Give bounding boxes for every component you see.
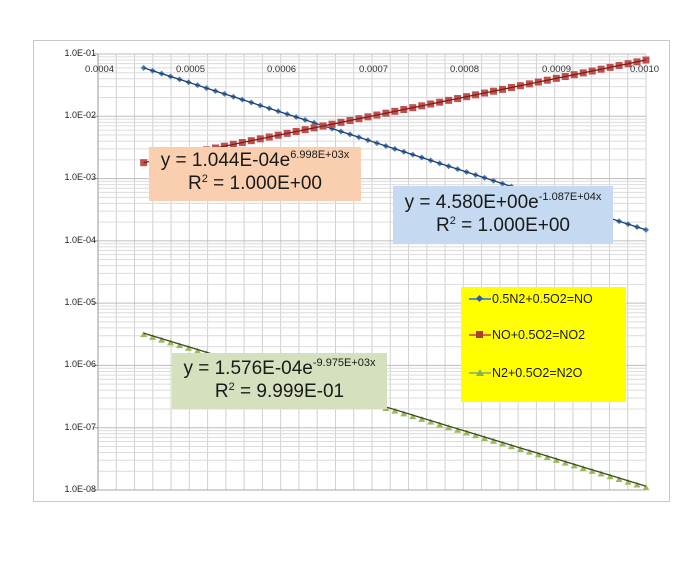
legend-label: N2+0.5O2=N2O bbox=[492, 366, 583, 380]
legend-label: 0.5N2+0.5O2=NO bbox=[492, 292, 593, 306]
x-tick-label: 0.0004 bbox=[85, 64, 115, 75]
legend-label: NO+0.5O2=NO2 bbox=[492, 328, 586, 342]
y-tick-label: 1.0E-04 bbox=[64, 235, 96, 245]
y-tick-label: 1.0E-01 bbox=[64, 48, 96, 58]
r2-label: R bbox=[188, 173, 202, 194]
r2-value: = 9.999E-01 bbox=[234, 381, 345, 402]
plot-area bbox=[93, 53, 650, 491]
x-tick-label: 0.0007 bbox=[359, 64, 389, 75]
diamond-marker-icon bbox=[469, 295, 491, 303]
r2-value: = 1.000E+00 bbox=[207, 173, 322, 194]
x-tick-label: 0.0008 bbox=[450, 64, 480, 75]
r2-superscript: 2 bbox=[228, 381, 235, 393]
chart-legend: 0.5N2+0.5O2=NO NO+0.5O2=NO2 N2+0.5O2=N2O bbox=[461, 287, 626, 402]
r2-superscript: 2 bbox=[449, 215, 456, 227]
legend-item-no2: NO+0.5O2=NO2 bbox=[469, 328, 585, 342]
r2-superscript: 2 bbox=[201, 173, 208, 185]
r2-label: R bbox=[214, 381, 229, 402]
equation-exponent: -1.087E+04x bbox=[538, 191, 602, 203]
y-tick-label: 1.0E-03 bbox=[64, 172, 96, 182]
x-tick-label: 0.0005 bbox=[176, 64, 206, 75]
y-tick-label: 1.0E-08 bbox=[64, 484, 96, 494]
y-tick-label: 1.0E-07 bbox=[64, 422, 96, 432]
y-tick-label: 1.0E-06 bbox=[64, 359, 96, 369]
trendline-equation-n2o: y = 1.576E-04e-9.975E+03x R2 = 9.999E-01 bbox=[172, 353, 387, 409]
x-tick-label: 0.0009 bbox=[542, 64, 572, 75]
legend-item-no: 0.5N2+0.5O2=NO bbox=[469, 292, 593, 306]
square-marker-icon bbox=[469, 331, 491, 339]
equation-text: y = 1.044E-04e bbox=[160, 150, 291, 171]
r2-label: R bbox=[436, 215, 450, 236]
equation-exponent: 6.998E+03x bbox=[290, 149, 350, 161]
r2-value: = 1.000E+00 bbox=[455, 215, 570, 236]
trendline-equation-no2: y = 1.044E-04e6.998E+03x R2 = 1.000E+00 bbox=[149, 147, 361, 201]
legend-item-n2o: N2+0.5O2=N2O bbox=[469, 366, 582, 380]
x-tick-label: 0.0010 bbox=[630, 64, 660, 75]
x-tick-label: 0.0006 bbox=[267, 64, 297, 75]
y-tick-label: 1.0E-02 bbox=[64, 110, 96, 120]
equation-text: y = 4.580E+00e bbox=[404, 192, 539, 213]
chart-area: 1.0E-01 1.0E-02 1.0E-03 1.0E-04 1.0E-05 … bbox=[33, 40, 670, 502]
trendline-equation-no: y = 4.580E+00e-1.087E+04x R2 = 1.000E+00 bbox=[393, 186, 613, 244]
equation-exponent: -9.975E+03x bbox=[312, 357, 376, 369]
equation-text: y = 1.576E-04e bbox=[183, 358, 313, 379]
y-tick-label: 1.0E-05 bbox=[64, 297, 96, 307]
triangle-marker-icon bbox=[469, 369, 491, 377]
